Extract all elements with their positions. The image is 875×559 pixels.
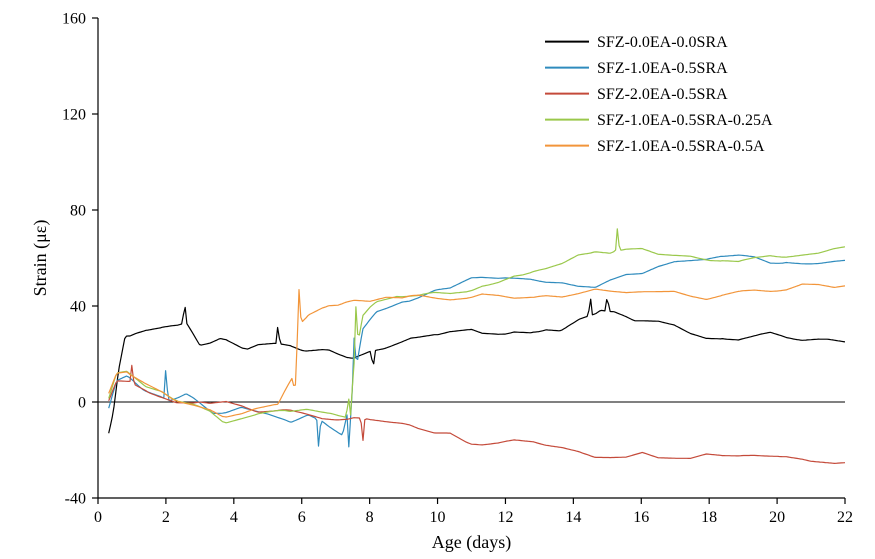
x-tick-label: 16 [633,509,649,526]
x-tick-label: 4 [230,509,238,526]
y-tick-label: 80 [70,203,86,220]
y-tick-label: 0 [78,395,86,412]
x-tick-label: 22 [837,509,853,526]
x-tick-label: 20 [769,509,785,526]
x-tick-label: 18 [701,509,717,526]
x-tick-label: 14 [565,509,581,526]
y-axis-label: Strain (με) [30,220,51,297]
x-tick-label: 0 [94,509,102,526]
legend-label: SFZ-2.0EA-0.5SRA [597,86,728,103]
x-tick-label: 2 [162,509,170,526]
y-tick-label: -40 [65,491,86,508]
x-tick-label: 8 [366,509,374,526]
strain-age-chart: 0 2 4 6 8 10 12 14 16 18 20 22 -40 0 40 80 120 160 Age (da… [0,0,875,559]
y-tick-label: 120 [62,107,86,124]
y-tick-label: 40 [70,299,86,316]
y-tick-label: 160 [62,11,86,28]
x-tick-label: 6 [298,509,306,526]
legend-label: SFZ-1.0EA-0.5SRA [597,60,728,77]
legend-label: SFZ-1.0EA-0.5SRA-0.25A [597,112,773,129]
x-tick-label: 10 [430,509,446,526]
legend-label: SFZ-1.0EA-0.5SRA-0.5A [597,138,765,155]
plot-background [0,0,875,559]
x-axis-label: Age (days) [432,532,511,553]
legend-label: SFZ-0.0EA-0.0SRA [597,34,728,51]
x-tick-label: 12 [497,509,513,526]
